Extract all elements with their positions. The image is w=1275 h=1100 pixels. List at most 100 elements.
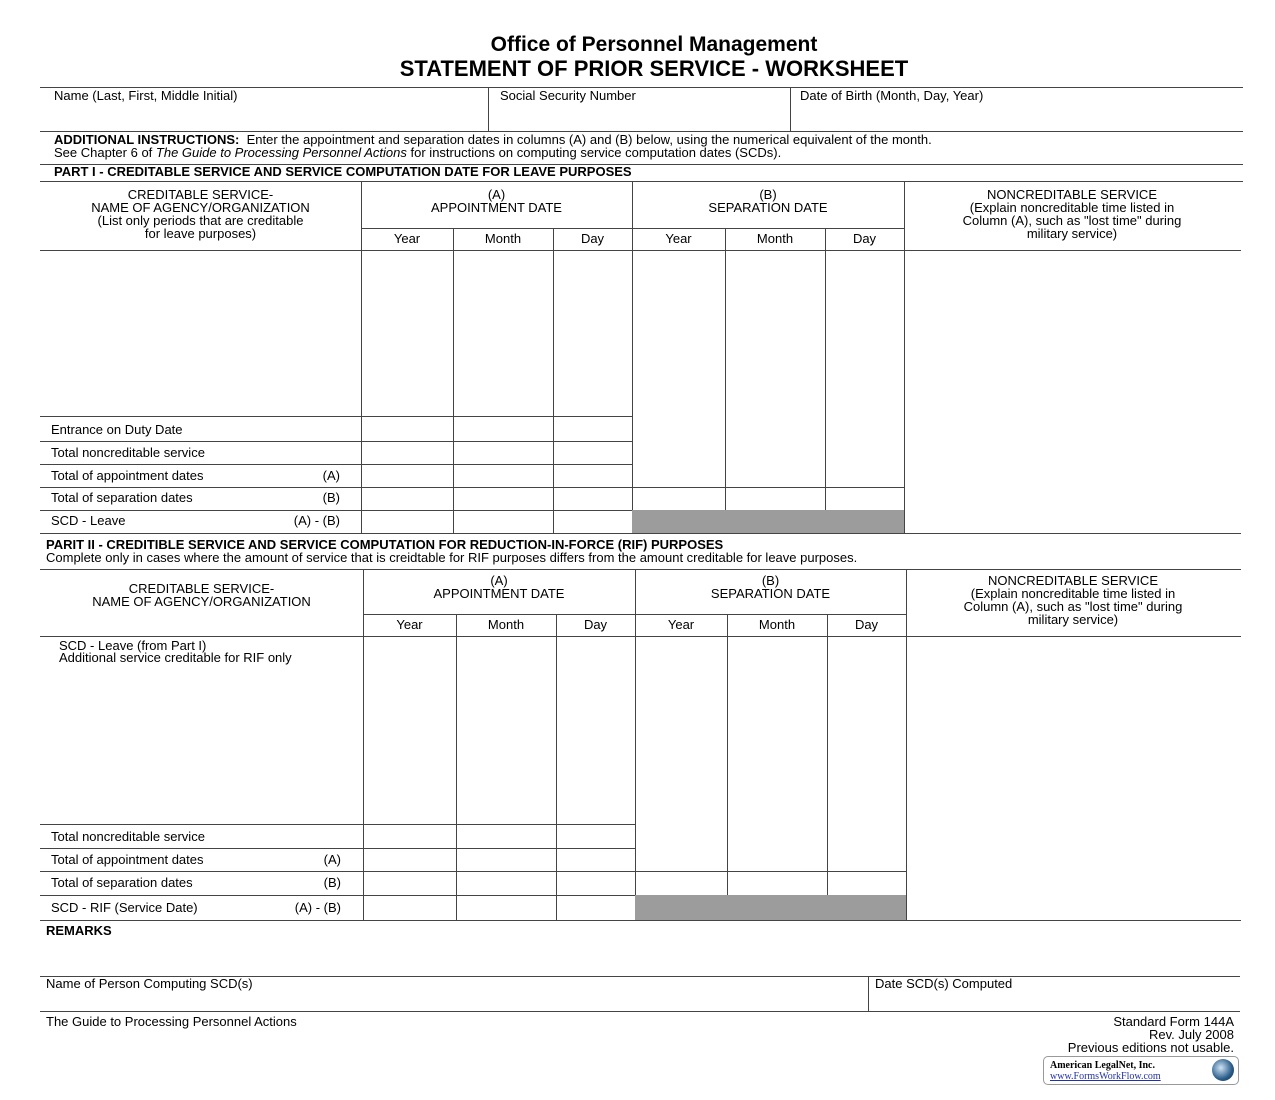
- part2-note: Complete only in cases where the amount …: [46, 550, 858, 565]
- horizontal-rule: [40, 131, 1243, 132]
- globe-icon: [1212, 1059, 1234, 1081]
- part1-noncreditable-header: military service): [1026, 226, 1118, 241]
- vertical-rule: [361, 182, 362, 533]
- part2-noncreditable-header: military service): [1027, 612, 1119, 627]
- part1-row-label: Total of separation dates: [51, 490, 193, 505]
- part2-row-tag: (A) - (B): [294, 900, 341, 915]
- horizontal-rule: [40, 976, 1240, 977]
- horizontal-rule: [40, 250, 1241, 251]
- horizontal-rule: [363, 614, 906, 615]
- instructions-line-2: See Chapter 6 of The Guide to Processing…: [54, 146, 781, 159]
- instructions-lead: ADDITIONAL INSTRUCTIONS:: [54, 132, 240, 147]
- ssn-field-label: Social Security Number: [500, 88, 636, 103]
- part2-first-entry: SCD - Leave (from Part I): [59, 638, 207, 653]
- part2-noncreditable-header: NONCREDITABLE SERVICE: [987, 573, 1158, 588]
- part2-row-label: Total of separation dates: [51, 875, 193, 890]
- footer-revision: Rev. July 2008: [1148, 1027, 1234, 1042]
- horizontal-rule: [40, 636, 1241, 637]
- part2-year-header: Year: [667, 617, 695, 632]
- part2-second-entry: Additional service creditable for RIF on…: [59, 650, 292, 665]
- instructions-text-1: Enter the appointment and separation dat…: [246, 132, 932, 147]
- vendor-logo[interactable]: American LegalNet, Inc. www.FormsWorkFlo…: [1043, 1056, 1239, 1085]
- part1-row-label: Total of appointment dates: [51, 468, 204, 483]
- part2-row-tag: (A): [323, 852, 341, 867]
- part1-appointment-header: (A): [487, 187, 506, 202]
- vertical-rule: [904, 182, 905, 533]
- vertical-rule: [363, 569, 364, 920]
- part2-agency-header: NAME OF AGENCY/ORGANIZATION: [92, 594, 311, 609]
- horizontal-rule: [40, 416, 632, 417]
- part1-row-label: SCD - Leave: [51, 513, 126, 528]
- part2-separation-header: SEPARATION DATE: [710, 586, 831, 601]
- horizontal-rule: [40, 569, 1241, 570]
- part1-row-label: Entrance on Duty Date: [51, 422, 183, 437]
- part2-noncreditable-header: Column (A), such as "lost time" during: [963, 599, 1183, 614]
- part2-appointment-header: (A): [490, 573, 508, 588]
- part1-row-label: Total noncreditable service: [51, 445, 205, 460]
- vertical-rule: [453, 228, 454, 533]
- part2-noncreditable-header: (Explain noncreditable time listed in: [970, 586, 1176, 601]
- part1-day-header: Day: [580, 231, 605, 246]
- vertical-rule: [632, 182, 633, 533]
- instructions-pre: See Chapter 6 of: [54, 145, 156, 160]
- horizontal-rule: [40, 87, 1243, 88]
- vertical-rule: [556, 614, 557, 920]
- vertical-rule: [553, 228, 554, 533]
- vertical-rule: [825, 228, 826, 533]
- part1-noncreditable-header: NONCREDITABLE SERVICE: [986, 187, 1157, 202]
- shaded-cell: [635, 895, 906, 920]
- part2-row-label: Total noncreditable service: [51, 829, 205, 844]
- part2-row-label: Total of appointment dates: [51, 852, 204, 867]
- vertical-rule: [906, 569, 907, 920]
- footer-guide: The Guide to Processing Personnel Action…: [46, 1014, 297, 1029]
- horizontal-rule: [40, 920, 1241, 921]
- horizontal-rule: [40, 1011, 1240, 1012]
- horizontal-rule: [40, 533, 1241, 534]
- dob-field-label: Date of Birth (Month, Day, Year): [800, 88, 984, 103]
- footer-previous: Previous editions not usable.: [1067, 1040, 1234, 1055]
- horizontal-rule: [40, 824, 635, 825]
- part1-separation-header: (B): [759, 187, 777, 202]
- remarks-label: REMARKS: [46, 923, 112, 938]
- instructions-line-1: ADDITIONAL INSTRUCTIONS: Enter the appoi…: [54, 133, 932, 146]
- horizontal-rule: [40, 181, 1243, 182]
- part1-agency-header: (List only periods that are creditable: [97, 213, 304, 228]
- part1-month-header: Month: [756, 231, 794, 246]
- part1-appointment-header: APPOINTMENT DATE: [431, 200, 562, 215]
- agency-title: Office of Personnel Management: [490, 33, 818, 56]
- vertical-rule: [790, 87, 791, 131]
- date-computed-label: Date SCD(s) Computed: [875, 976, 1013, 991]
- vertical-rule: [456, 614, 457, 920]
- part1-noncreditable-header: Column (A), such as "lost time" during: [962, 213, 1182, 228]
- part1-noncreditable-header: (Explain noncreditable time listed in: [969, 200, 1175, 215]
- name-field-label: Name (Last, First, Middle Initial): [54, 88, 238, 103]
- instructions-post: for instructions on computing service co…: [406, 145, 782, 160]
- part1-year-header: Year: [665, 231, 692, 246]
- part1-agency-header: for leave purposes): [144, 226, 257, 241]
- vertical-rule: [727, 614, 728, 920]
- part2-month-header: Month: [758, 617, 796, 632]
- vertical-rule: [827, 614, 828, 920]
- horizontal-rule: [40, 164, 1243, 165]
- part2-day-header: Day: [854, 617, 879, 632]
- part1-month-header: Month: [484, 231, 522, 246]
- part2-separation-header: (B): [761, 573, 780, 588]
- form-title: STATEMENT OF PRIOR SERVICE - WORKSHEET: [399, 56, 909, 81]
- horizontal-rule: [40, 895, 906, 896]
- part1-agency-header: CREDITABLE SERVICE-: [127, 187, 274, 202]
- vertical-rule: [868, 976, 869, 1011]
- horizontal-rule: [40, 848, 635, 849]
- vertical-rule: [725, 228, 726, 533]
- part2-appointment-header: APPOINTMENT DATE: [433, 586, 565, 601]
- vertical-rule: [635, 569, 636, 920]
- part1-row-tag: (A): [322, 468, 340, 483]
- vendor-link[interactable]: www.FormsWorkFlow.com: [1050, 1071, 1161, 1082]
- part2-agency-header: CREDITABLE SERVICE-: [128, 581, 275, 596]
- part1-agency-header: NAME OF AGENCY/ORGANIZATION: [91, 200, 310, 215]
- horizontal-rule: [40, 441, 632, 442]
- footer-form-number: Standard Form 144A: [1113, 1014, 1234, 1029]
- part1-row-tag: (A) - (B): [293, 513, 340, 528]
- part2-heading: PARIT II - CREDITIBLE SERVICE AND SERVIC…: [46, 537, 724, 552]
- part1-year-header: Year: [393, 231, 421, 246]
- person-computing-label: Name of Person Computing SCD(s): [46, 976, 253, 991]
